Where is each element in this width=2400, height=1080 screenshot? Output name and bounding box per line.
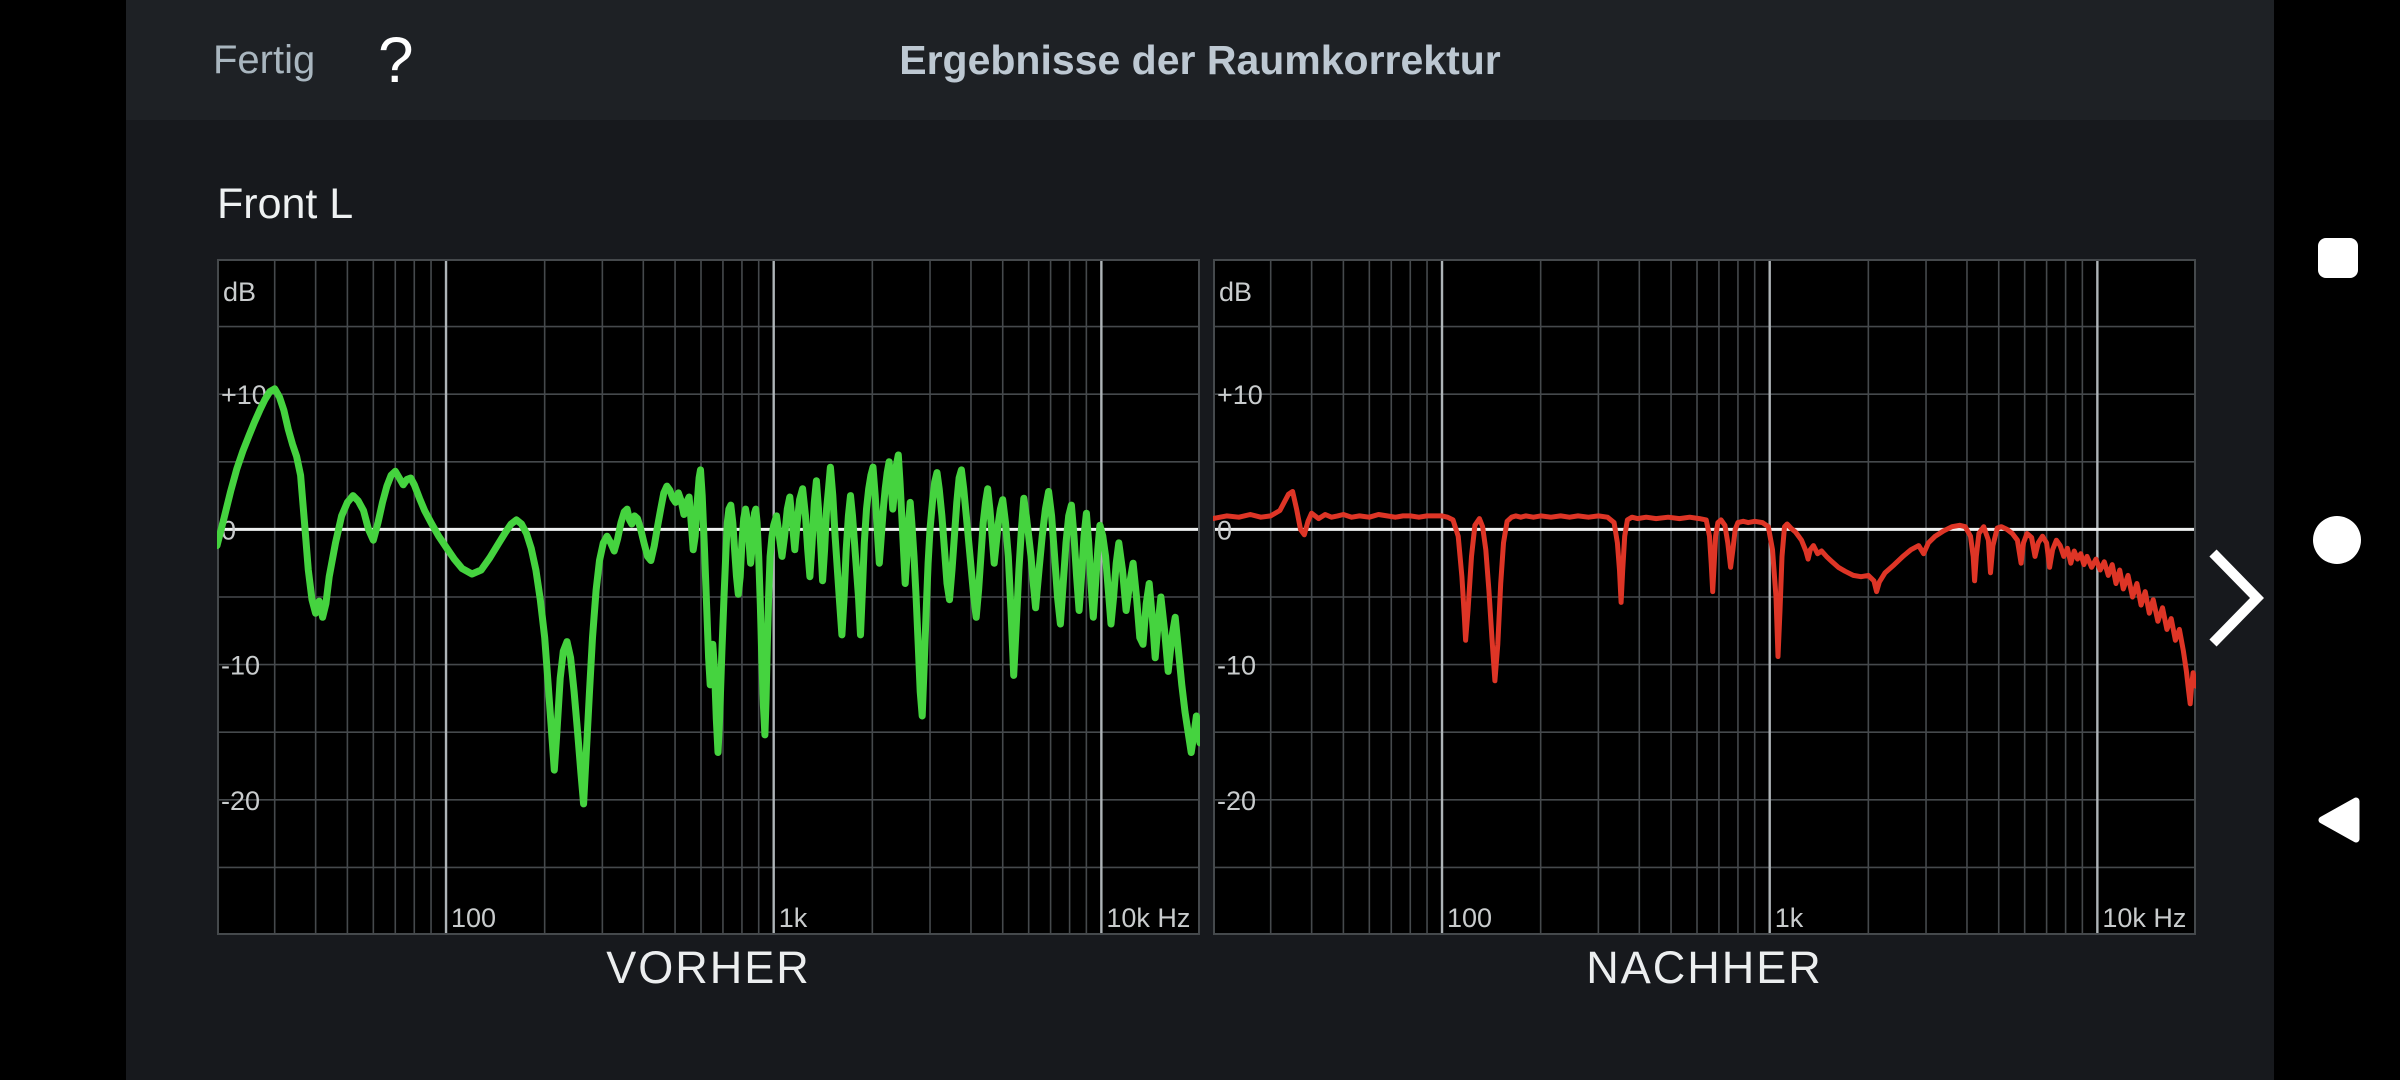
back-triangle-icon [2318,797,2360,843]
x-axis-tick-label: 100 [451,903,496,933]
next-speaker-button[interactable] [2206,546,2266,650]
y-axis-unit-label: dB [1219,277,1252,307]
response-curve [217,385,1200,808]
response-curve [1213,489,2196,707]
page-title: Ergebnisse der Raumkorrektur [899,37,1501,83]
chevron-right-icon [2209,549,2264,647]
y-axis-unit-label: dB [223,277,256,307]
y-axis-tick-label: -10 [1217,651,1256,681]
help-icon[interactable]: ? [378,0,414,120]
x-axis-tick-label: 1k [1775,903,1804,933]
y-axis-tick-label: +10 [1217,380,1263,410]
x-axis-tick-label: 10k Hz [2102,903,2186,933]
chart-caption-before: VORHER [606,942,811,993]
done-button[interactable]: Fertig [213,0,315,120]
x-axis-tick-label: 1k [779,903,808,933]
chart-panel-before: dB +10 0 -10 -20 100 1k 10k Hz [217,259,1200,935]
chart-caption-after: NACHHER [1586,942,1823,993]
y-axis-tick-label: -20 [1217,786,1256,816]
x-axis-tick-label: 10k Hz [1106,903,1190,933]
home-button[interactable] [2311,514,2363,566]
recents-square-icon [2318,238,2358,278]
status-strip-left [0,0,126,1080]
after-chart: dB +10 0 -10 -20 100 1k 10k Hz [1213,259,2196,935]
y-axis-tick-label: -10 [221,651,260,681]
chart-panel-after: dB +10 0 -10 -20 100 1k 10k Hz [1213,259,2196,935]
speaker-label: Front L [217,180,354,228]
home-circle-icon [2313,516,2361,564]
y-axis-tick-label: 0 [1217,515,1232,545]
x-axis-tick-label: 100 [1447,903,1492,933]
chart-border [1213,259,2196,935]
y-axis-tick-label: -20 [221,786,260,816]
back-button[interactable] [2314,794,2364,846]
top-bar: Ergebnisse der Raumkorrektur Fertig ? [126,0,2274,120]
chart-border [217,259,1200,935]
recents-button[interactable] [2316,236,2360,280]
